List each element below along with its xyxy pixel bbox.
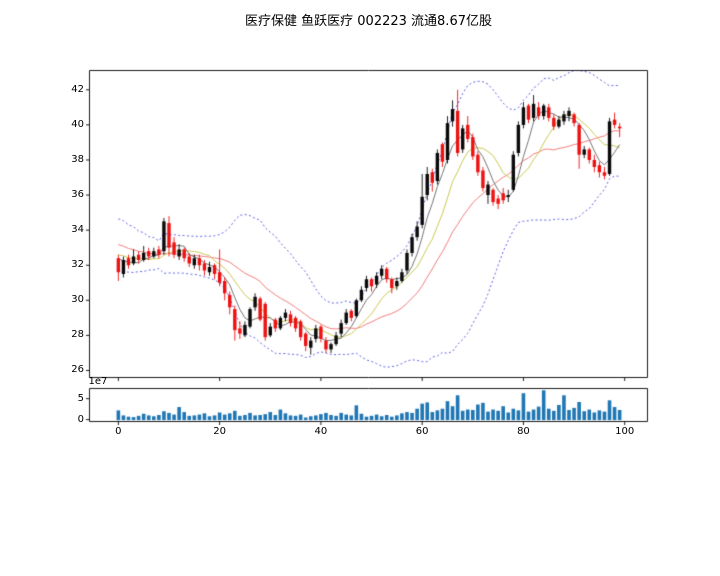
x-tick-label: 40 <box>314 426 328 437</box>
price-ytick-label: 32 <box>71 259 84 271</box>
x-tick-label: 20 <box>213 426 226 437</box>
price-ytick-label: 34 <box>71 224 84 236</box>
x-tick-label: 100 <box>615 426 635 437</box>
x-tick-label: 0 <box>115 426 122 437</box>
price-ytick-label: 36 <box>71 189 84 201</box>
price-ytick-label: 40 <box>71 118 84 130</box>
price-ytick-label: 42 <box>71 83 84 95</box>
x-tick-label: 80 <box>517 426 530 437</box>
volume-ytick-label: 0 <box>77 413 84 425</box>
volume-ytick-label: 5 <box>77 392 84 404</box>
price-ytick-label: 38 <box>71 153 84 165</box>
price-ytick-label: 26 <box>71 364 84 376</box>
volume-scale-offset-label: 1e7 <box>88 375 108 387</box>
price-ytick-label: 28 <box>71 329 84 341</box>
x-tick-label: 60 <box>415 426 429 437</box>
price-ytick-label: 30 <box>71 294 84 306</box>
